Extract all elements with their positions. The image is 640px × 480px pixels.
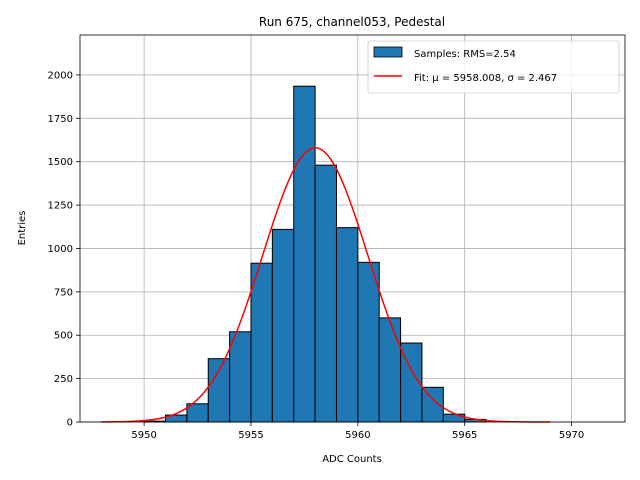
histogram-bar: [271, 228, 295, 423]
histogram-bar: [293, 85, 316, 423]
histogram-bar: [229, 331, 252, 423]
histogram-bar: [357, 261, 380, 423]
x-tick-label: 5950: [131, 430, 156, 441]
histogram-bar: [207, 358, 231, 423]
y-tick-label: 1000: [48, 244, 73, 255]
y-tick-label: 750: [54, 287, 73, 298]
y-tick-label: 500: [54, 331, 73, 342]
legend-box: [367, 40, 620, 94]
chart-title: Run 675, channel053, Pedestal: [259, 15, 445, 29]
y-tick-label: 1250: [48, 201, 73, 212]
y-tick-label: 1500: [48, 157, 73, 168]
x-tick-label: 5965: [452, 430, 477, 441]
legend-swatch-samples: [373, 46, 403, 58]
legend: Samples: RMS=2.54 Fit: μ = 5958.008, σ =…: [367, 40, 620, 94]
histogram-bar: [378, 317, 402, 423]
histogram-bar: [250, 262, 273, 423]
histogram-bar: [335, 227, 359, 423]
y-tick-label: 0: [67, 418, 73, 429]
y-tick-label: 2000: [48, 70, 73, 81]
x-tick-label: 5960: [345, 430, 370, 441]
legend-label-samples: Samples: RMS=2.54: [414, 49, 516, 60]
fit-curve: [101, 147, 551, 423]
x-axis-label: ADC Counts: [322, 454, 382, 465]
y-tick-label: 1750: [48, 114, 73, 125]
legend-label-fit: Fit: μ = 5958.008, σ = 2.467: [414, 73, 557, 84]
y-tick-label: 250: [54, 374, 73, 385]
plot-frame: [79, 34, 626, 423]
x-tick-label: 5970: [559, 430, 584, 441]
histogram-bars: [143, 85, 487, 423]
y-axis-label: Entries: [17, 211, 28, 246]
histogram-bar: [314, 164, 337, 423]
x-axis-ticks: 5950 5955 5960 5965 5970: [131, 422, 584, 441]
y-axis-ticks: 0 250 500 750 1000 1250 1500 1750 2000: [48, 70, 80, 429]
x-tick-label: 5955: [238, 430, 263, 441]
